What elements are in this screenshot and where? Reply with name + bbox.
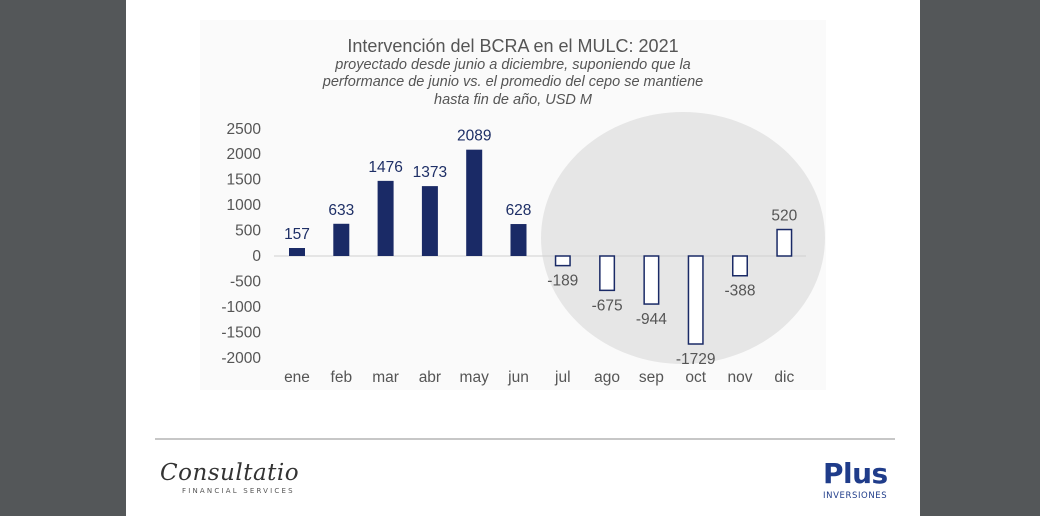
y-tick-label: -1000 — [221, 299, 261, 316]
bars-group — [289, 149, 793, 345]
chart-subtitle-line-1: proyectado desde junio a diciembre, supo… — [334, 57, 691, 73]
data-label-may: 2089 — [457, 128, 491, 145]
data-label-ago: -675 — [592, 297, 623, 314]
chart-subtitle-line-2: performance de junio vs. el promedio del… — [322, 74, 703, 90]
data-label-abr: 1373 — [413, 164, 447, 181]
y-tick-label: 1500 — [227, 172, 262, 189]
bar-mar — [377, 180, 394, 256]
data-labels: 157 633 1476 1373 2089 628 -189 -675 -944 -1729 -3… — [284, 128, 798, 368]
bar-abr — [421, 186, 438, 256]
x-tick-label-jun: jun — [507, 369, 529, 386]
plus-wordmark: Plus — [823, 457, 888, 490]
consultatio-wordmark: Consultatio — [160, 460, 300, 486]
bar-ene — [289, 248, 305, 256]
y-axis: 2500 2000 1500 1000 500 0 -500 -1000 -1500 -2000 — [221, 121, 261, 367]
bar-jun — [510, 224, 527, 256]
data-label-mar: 1476 — [368, 159, 402, 176]
consultatio-logo: Consultatio FINANCIAL SERVICES — [160, 460, 300, 508]
plus-tagline: INVERSIONES — [823, 491, 888, 501]
x-tick-label-nov: nov — [728, 369, 753, 386]
bar-jul — [554, 255, 571, 267]
bar-feb — [333, 223, 350, 256]
y-tick-label: 2500 — [227, 121, 262, 138]
x-tick-label-ago: ago — [594, 369, 620, 386]
x-tick-label-mar: mar — [372, 369, 399, 386]
x-tick-label-sep: sep — [639, 369, 664, 386]
y-tick-label: 1000 — [227, 197, 262, 214]
bar-ago — [599, 255, 616, 292]
data-label-sep: -944 — [636, 311, 667, 328]
x-tick-label-may: may — [460, 369, 490, 386]
data-label-nov: -388 — [724, 283, 755, 300]
chart-title: Intervención del BCRA en el MULC: 2021 — [347, 36, 678, 56]
y-tick-label: -2000 — [221, 350, 261, 367]
footer-divider — [155, 438, 895, 440]
x-tick-label-oct: oct — [685, 369, 706, 386]
y-tick-label: -1500 — [221, 324, 261, 341]
chart-subtitle-line-3: hasta fin de año, USD M — [434, 92, 593, 108]
bar-chart: Intervención del BCRA en el MULC: 2021 p… — [200, 20, 826, 390]
x-tick-label-abr: abr — [419, 369, 441, 386]
x-tick-label-jul: jul — [554, 369, 571, 386]
data-label-jul: -189 — [547, 273, 578, 290]
y-tick-label: 500 — [235, 223, 261, 240]
consultatio-tagline: FINANCIAL SERVICES — [182, 487, 295, 495]
x-tick-label-ene: ene — [284, 369, 310, 386]
bar-oct — [687, 255, 704, 345]
projection-highlight-circle — [541, 112, 825, 364]
report-page: Intervención del BCRA en el MULC: 2021 p… — [126, 0, 920, 516]
x-tick-label-feb: feb — [331, 369, 353, 386]
y-tick-label: -500 — [230, 273, 261, 290]
data-label-feb: 633 — [328, 202, 354, 219]
y-tick-label: 0 — [252, 248, 261, 265]
bar-dic — [776, 228, 793, 257]
y-tick-label: 2000 — [227, 146, 262, 163]
bar-nov — [732, 255, 748, 277]
data-label-jun: 628 — [506, 202, 532, 219]
bar-may — [466, 149, 483, 256]
x-tick-label-dic: dic — [774, 369, 794, 386]
data-label-ene: 157 — [284, 226, 310, 243]
data-label-oct: -1729 — [676, 351, 716, 368]
data-label-dic: 520 — [771, 208, 797, 225]
bar-sep — [643, 255, 660, 305]
plus-inversiones-logo: Plus INVERSIONES — [823, 460, 893, 508]
x-axis: ene feb mar abr may jun jul ago sep oct nov dic — [284, 369, 794, 386]
